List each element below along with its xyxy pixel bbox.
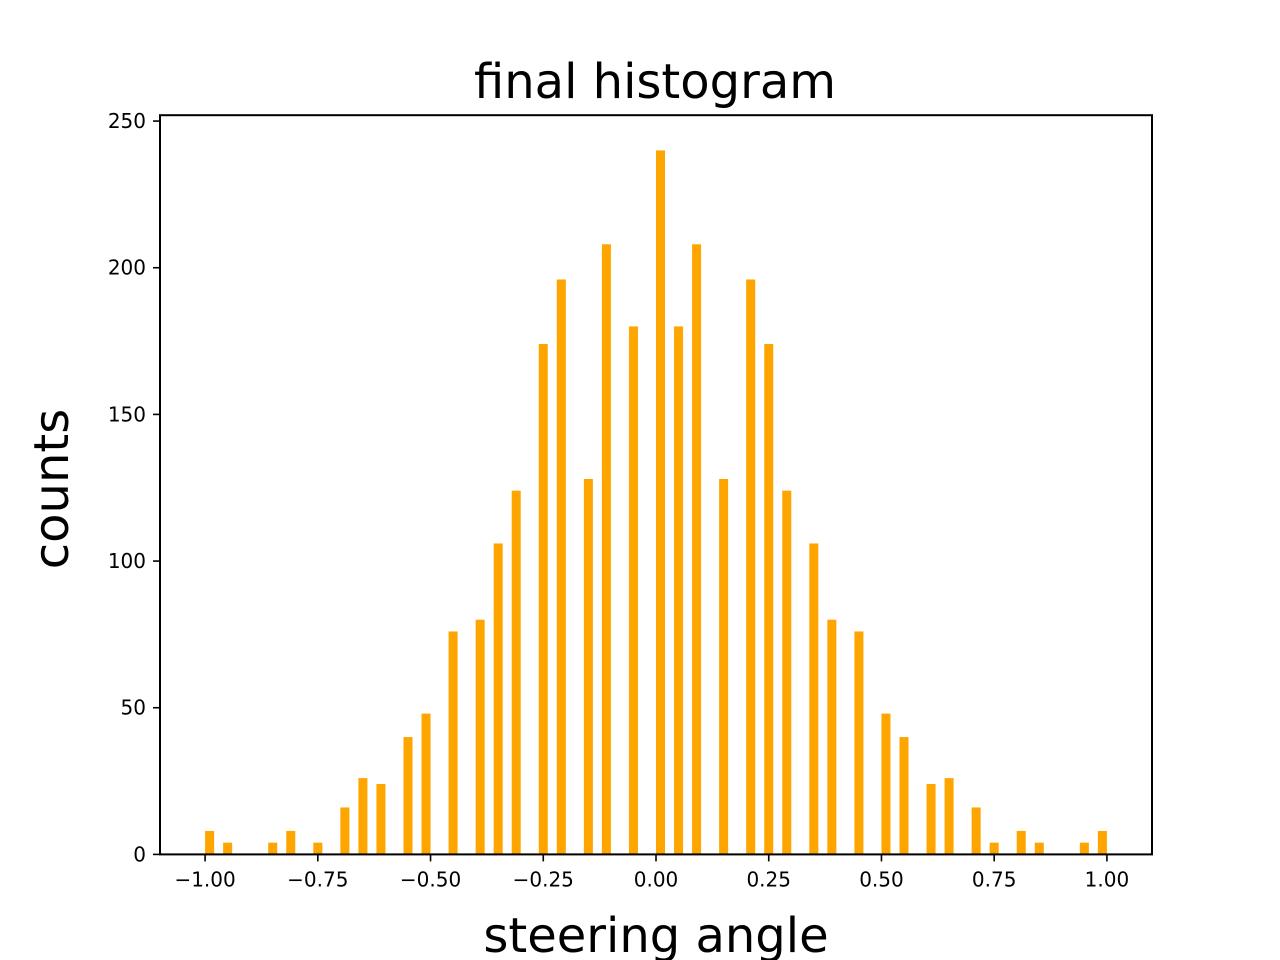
histogram-bar (1016, 830, 1026, 855)
histogram-bar (1034, 842, 1044, 855)
x-tick-label: −0.25 (513, 867, 574, 891)
histogram-bar (493, 543, 503, 855)
x-tick-label: −1.00 (174, 867, 235, 891)
x-tick-label: 0.00 (634, 867, 679, 891)
histogram-bar (719, 478, 729, 855)
histogram-bar (601, 244, 611, 855)
histogram-bar (511, 490, 521, 855)
histogram-bar (656, 150, 666, 855)
y-tick-label: 200 (108, 256, 146, 280)
bars-group (205, 150, 1107, 855)
histogram-bar (583, 478, 593, 855)
histogram-bar (746, 279, 756, 855)
histogram-bar (421, 713, 431, 855)
histogram-bar (1079, 842, 1089, 855)
y-tick-label: 250 (108, 109, 146, 133)
x-tick-label: 1.00 (1085, 867, 1130, 891)
histogram-bar (475, 619, 485, 855)
histogram-bar (881, 713, 891, 855)
x-tick-label: −0.75 (287, 867, 348, 891)
y-tick-label: 0 (133, 842, 146, 866)
x-tick-label: 0.75 (972, 867, 1017, 891)
histogram-bar (944, 778, 954, 855)
histogram-bar (971, 807, 981, 855)
x-tick-label: 0.50 (859, 867, 904, 891)
x-tick-label: −0.50 (400, 867, 461, 891)
histogram-bar (827, 619, 837, 855)
y-tick-label: 150 (108, 402, 146, 426)
histogram-bar (340, 807, 350, 855)
histogram-bar (782, 490, 792, 855)
x-tick-label: 0.25 (746, 867, 791, 891)
y-tick-label: 50 (121, 696, 146, 720)
histogram-bar (674, 326, 684, 855)
x-axis: −1.00 −0.75 −0.50 −0.25 0.00 0.25 0.50 0.75 1.00 (174, 854, 1129, 891)
histogram-bar (692, 244, 702, 855)
histogram-bar (764, 344, 774, 855)
chart-title: final histogram (474, 54, 836, 110)
histogram-bar (313, 842, 323, 855)
histogram-bar (989, 842, 999, 855)
y-axis-title: counts (24, 409, 80, 569)
histogram-bar (286, 830, 296, 855)
histogram-bar (358, 778, 368, 855)
histogram-bar (403, 737, 413, 855)
histogram-bar (926, 784, 936, 855)
histogram-bar (448, 631, 458, 855)
histogram-bar (556, 279, 566, 855)
histogram-bar (854, 631, 864, 855)
histogram-bar (376, 784, 386, 855)
y-axis: 0 50 100 150 200 250 (108, 109, 160, 866)
histogram-bar (268, 842, 278, 855)
histogram-bar (809, 543, 819, 855)
histogram-bar (628, 326, 638, 855)
histogram-bar (899, 737, 909, 855)
histogram-bar (223, 842, 233, 855)
histogram-bar (1097, 830, 1107, 855)
x-axis-title: steering angle (483, 908, 828, 960)
histogram-bar (205, 830, 215, 855)
y-tick-label: 100 (108, 549, 146, 573)
histogram-bar (538, 344, 548, 855)
